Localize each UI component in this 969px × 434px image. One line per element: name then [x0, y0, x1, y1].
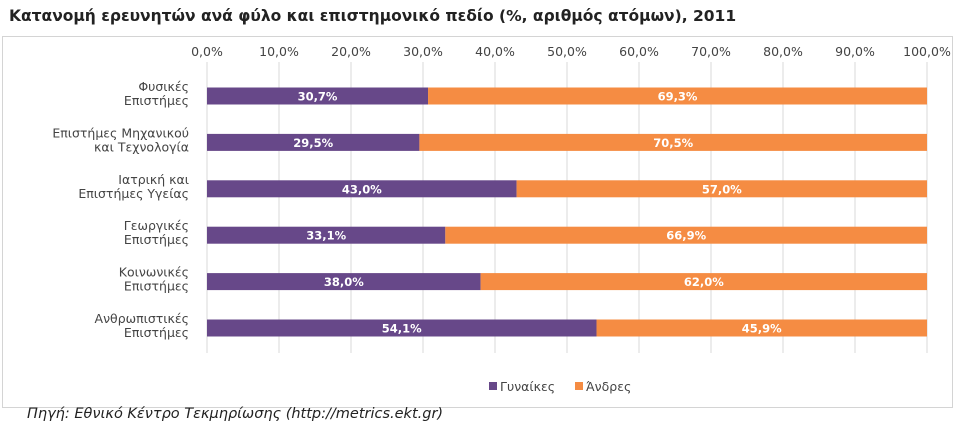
legend-label: Γυναίκες — [500, 379, 555, 394]
x-tick-label: 90,0% — [835, 44, 875, 59]
data-label: 29,5% — [293, 136, 333, 150]
category-label: Ανθρωπιστικές — [95, 311, 189, 326]
legend-swatch — [489, 382, 497, 390]
category-label: Επιστήμες Υγείας — [78, 186, 189, 201]
bar-men — [419, 133, 927, 151]
x-tick-label: 80,0% — [763, 44, 803, 59]
bar-women — [207, 87, 429, 105]
legend: Γυναίκες Άνδρες — [489, 379, 631, 394]
x-tick-label: 60,0% — [619, 44, 659, 59]
data-label: 69,3% — [658, 90, 698, 104]
category-label: Γεωργικές — [124, 218, 189, 233]
category-label: Κοινωνικές — [119, 265, 189, 280]
data-label: 43,0% — [342, 182, 382, 196]
chart-frame — [2, 36, 953, 408]
bar-women — [207, 319, 597, 337]
bar-women — [207, 180, 517, 198]
x-tick-label: 100,0% — [903, 44, 951, 59]
category-label: Επιστήμες — [124, 279, 189, 294]
bar-men — [596, 319, 927, 337]
chart-title: Κατανομή ερευνητών ανά φύλο και επιστημο… — [9, 7, 737, 25]
x-tick-label: 40,0% — [475, 44, 515, 59]
category-label: Ιατρική και — [118, 172, 189, 187]
bars: 30,7% 69,3% 29,5% 70,5% 43,0% 57,0% 33,1% 66,9%… — [207, 87, 927, 337]
bar-women — [207, 133, 420, 151]
category-label: Επιστήμες — [124, 325, 189, 340]
bar-men — [428, 87, 927, 105]
legend-swatch — [575, 382, 583, 390]
x-tick-label: 50,0% — [547, 44, 587, 59]
category-label: Επιστήμες Μηχανικού — [52, 125, 189, 140]
category-label: και Τεχνολογία — [94, 139, 189, 154]
bar-men — [445, 226, 927, 244]
legend-label: Άνδρες — [586, 379, 631, 394]
data-label: 33,1% — [306, 229, 346, 243]
x-tick-label: 0,0% — [191, 44, 223, 59]
x-tick-label: 70,0% — [691, 44, 731, 59]
bar-men — [516, 180, 927, 198]
data-label: 66,9% — [666, 229, 706, 243]
x-tick-label: 30,0% — [403, 44, 443, 59]
gridlines — [206, 62, 928, 353]
data-label: 45,9% — [742, 322, 782, 336]
x-tick-label: 10,0% — [259, 44, 299, 59]
category-label: Φυσικές — [138, 79, 189, 94]
category-label: Επιστήμες — [124, 93, 189, 108]
data-label: 30,7% — [298, 90, 338, 104]
data-label: 54,1% — [382, 322, 422, 336]
data-label: 57,0% — [702, 182, 742, 196]
data-label: 62,0% — [684, 275, 724, 289]
source-note: Πηγή: Εθνικό Κέντρο Τεκμηρίωσης (http://… — [27, 406, 444, 422]
data-label: 70,5% — [653, 136, 693, 150]
bar-men — [480, 273, 927, 291]
x-axis-ticks: 0,0% 10,0% 20,0% 30,0% 40,0% 50,0% 60,0% 70,0% 8… — [191, 44, 951, 59]
category-label: Επιστήμες — [124, 232, 189, 247]
bar-women — [207, 226, 446, 244]
data-label: 38,0% — [324, 275, 364, 289]
bar-women — [207, 273, 481, 291]
x-tick-label: 20,0% — [331, 44, 371, 59]
